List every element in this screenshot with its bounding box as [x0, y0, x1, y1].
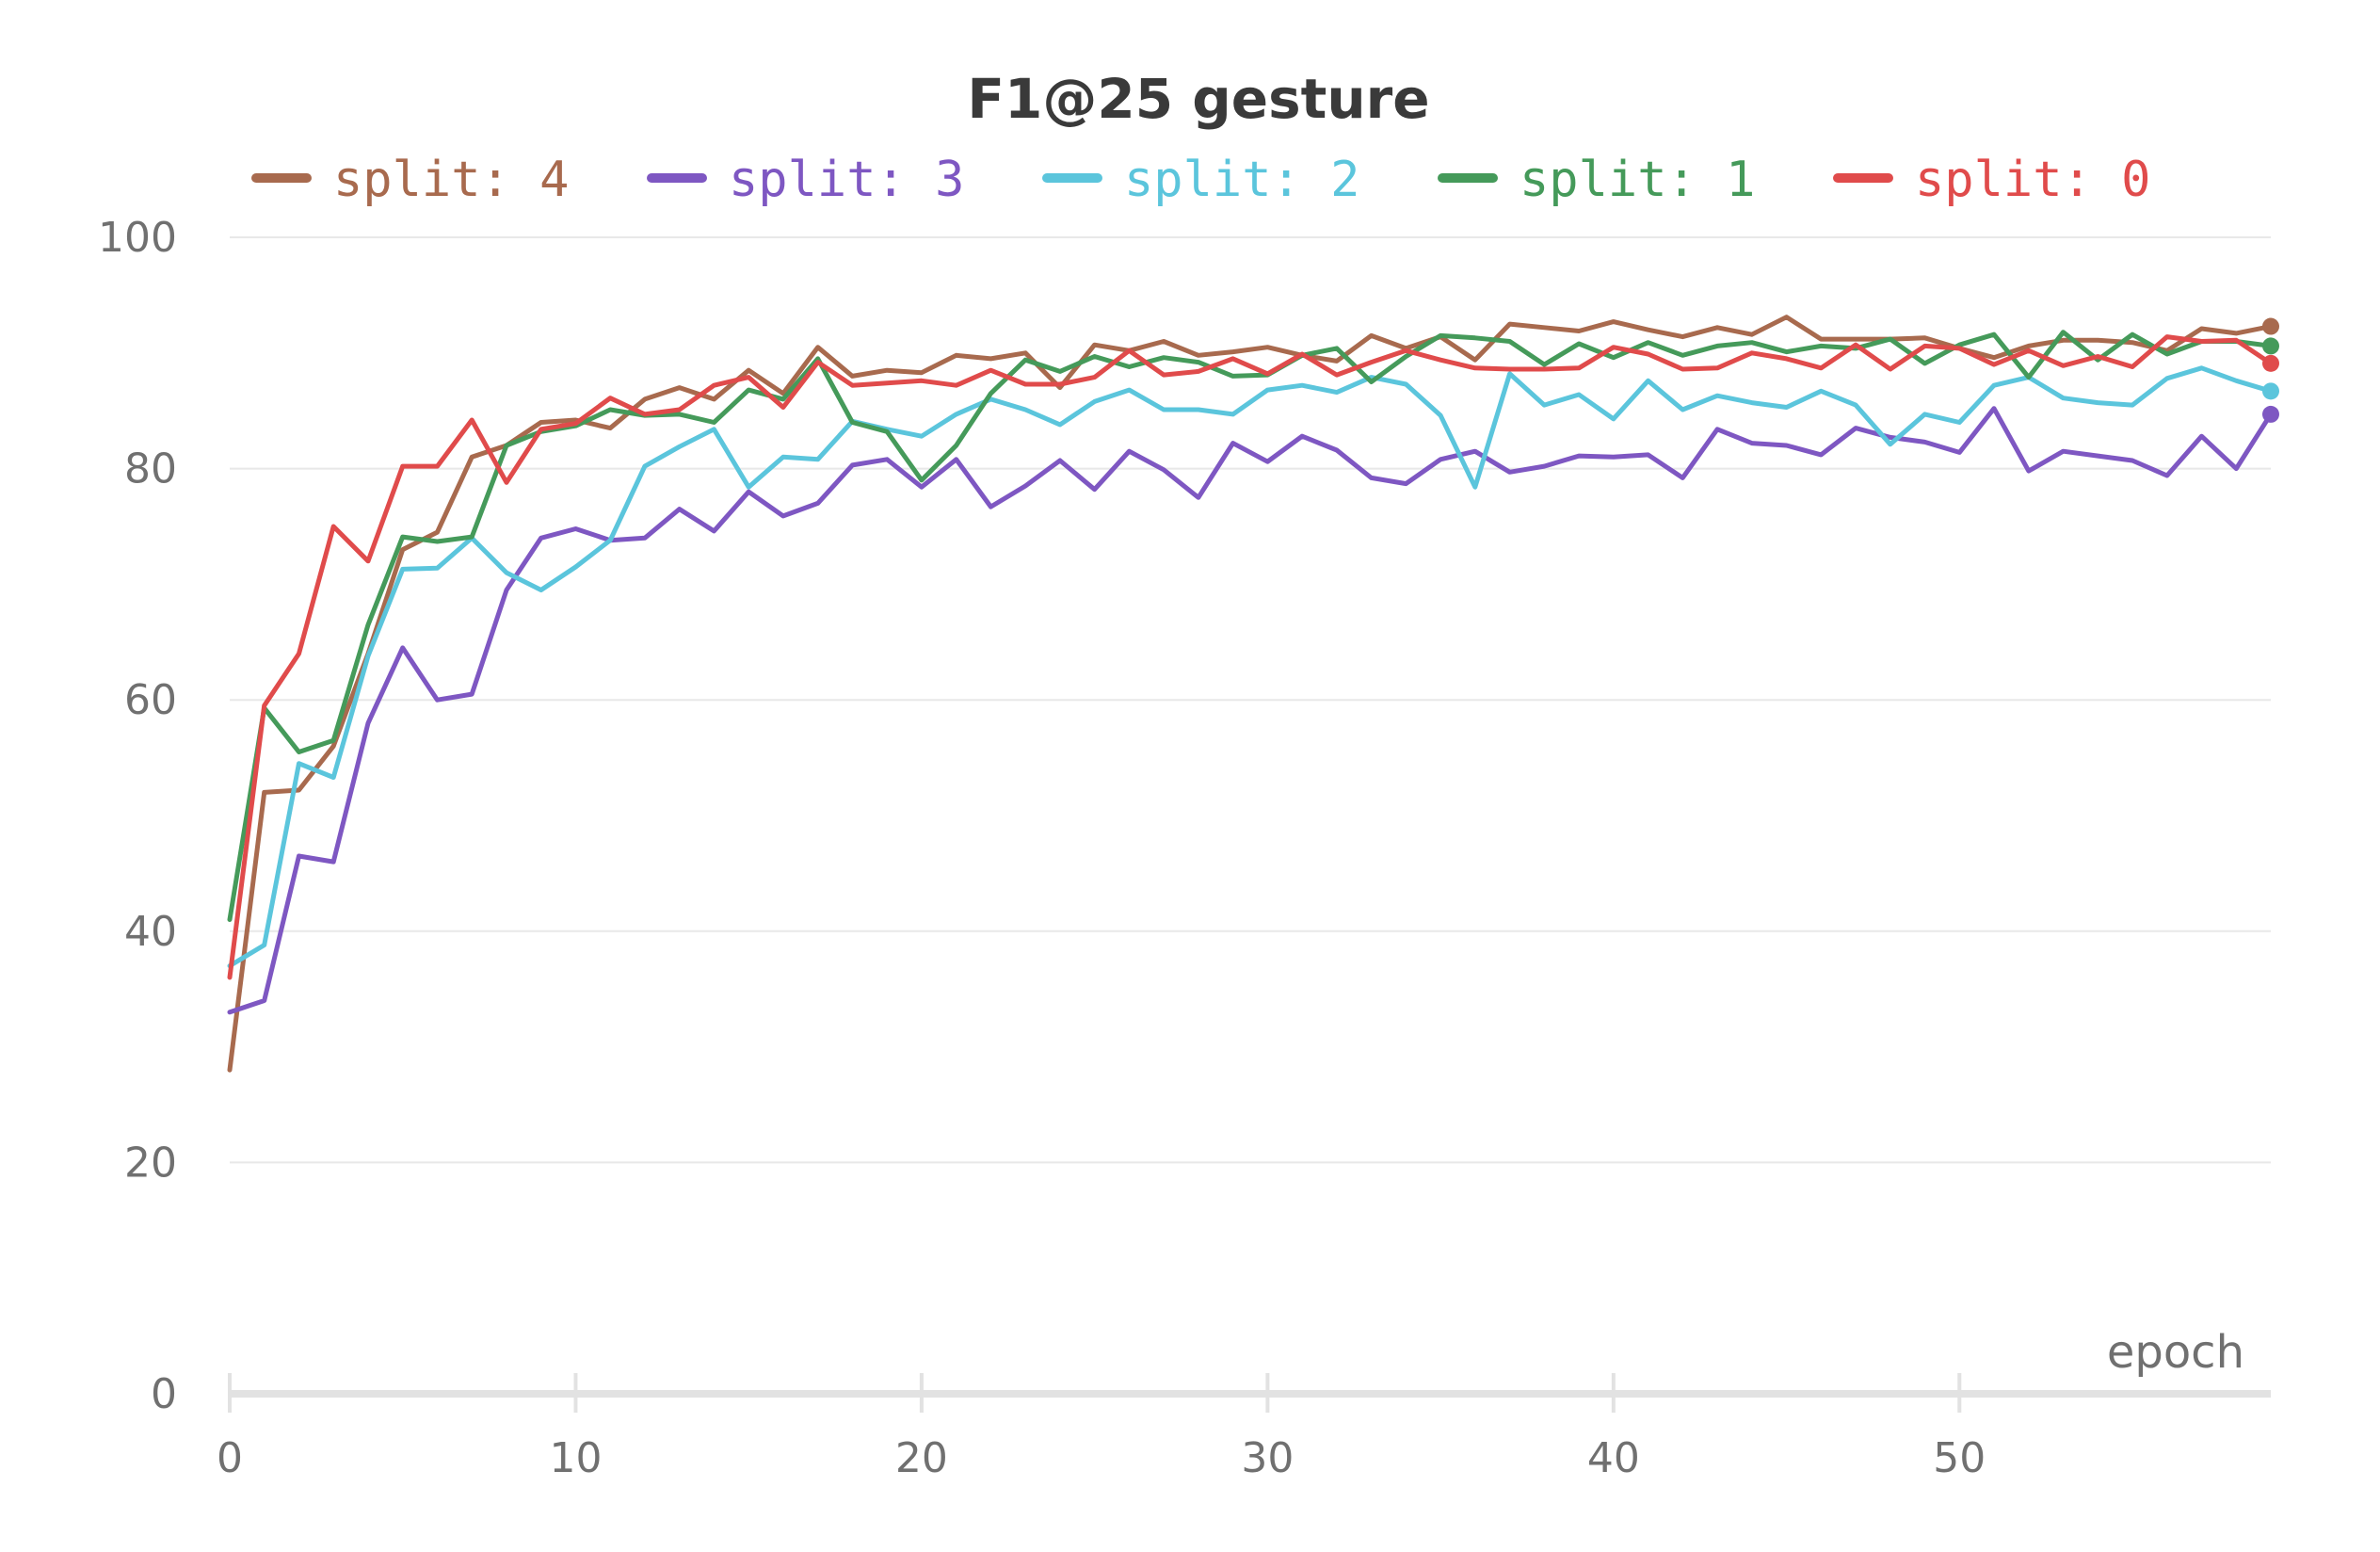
- series-line-split-2: [227, 365, 2274, 969]
- y-tick-label: 80: [124, 445, 177, 493]
- series-endpoint-marker: [2262, 405, 2279, 423]
- legend-label: split: 1: [1520, 152, 1755, 208]
- gridlines: [230, 236, 2271, 1164]
- series-endpoint-marker: [2262, 354, 2279, 372]
- series-line-split-3: [227, 406, 2274, 1015]
- y-tick-label: 100: [98, 214, 177, 262]
- y-tick-label: 0: [151, 1370, 177, 1418]
- series-endpoint-marker: [2262, 337, 2279, 355]
- y-tick-label: 60: [124, 676, 177, 724]
- legend-item[interactable]: split: 4: [251, 152, 569, 208]
- legend-label: split: 4: [333, 152, 569, 208]
- series-line-split-0: [227, 334, 2274, 980]
- series-lines: [227, 315, 2274, 1073]
- x-tick-label: 10: [549, 1434, 602, 1482]
- legend-item[interactable]: split: 2: [1042, 152, 1359, 208]
- series-line-split-4: [227, 315, 2274, 1073]
- series-endpoints: [2262, 317, 2279, 423]
- x-tick-label: 30: [1241, 1434, 1294, 1482]
- legend-label: split: 0: [1915, 152, 2150, 208]
- legend: split: 4 split: 3 split: 2 split: 1 split: 0: [251, 152, 2150, 208]
- x-axis-label: epoch: [2107, 1326, 2244, 1379]
- axes: 0 20 40 60 80 100 0 10 20 30 40 50: [98, 214, 2271, 1482]
- legend-item[interactable]: split: 3: [647, 152, 964, 208]
- chart-title: F1@25 gesture: [967, 67, 1429, 131]
- x-tick-label: 50: [1933, 1434, 1986, 1482]
- y-tick-label: 40: [124, 908, 177, 956]
- legend-label: split: 2: [1124, 152, 1359, 208]
- x-tick-label: 40: [1587, 1434, 1640, 1482]
- legend-label: split: 3: [729, 152, 964, 208]
- x-tick-label: 20: [895, 1434, 948, 1482]
- legend-item[interactable]: split: 1: [1438, 152, 1755, 208]
- y-tick-label: 20: [124, 1139, 177, 1187]
- x-tick-label: 0: [217, 1434, 243, 1482]
- series-endpoint-marker: [2262, 382, 2279, 400]
- series-endpoint-marker: [2262, 317, 2279, 335]
- legend-item[interactable]: split: 0: [1833, 152, 2150, 208]
